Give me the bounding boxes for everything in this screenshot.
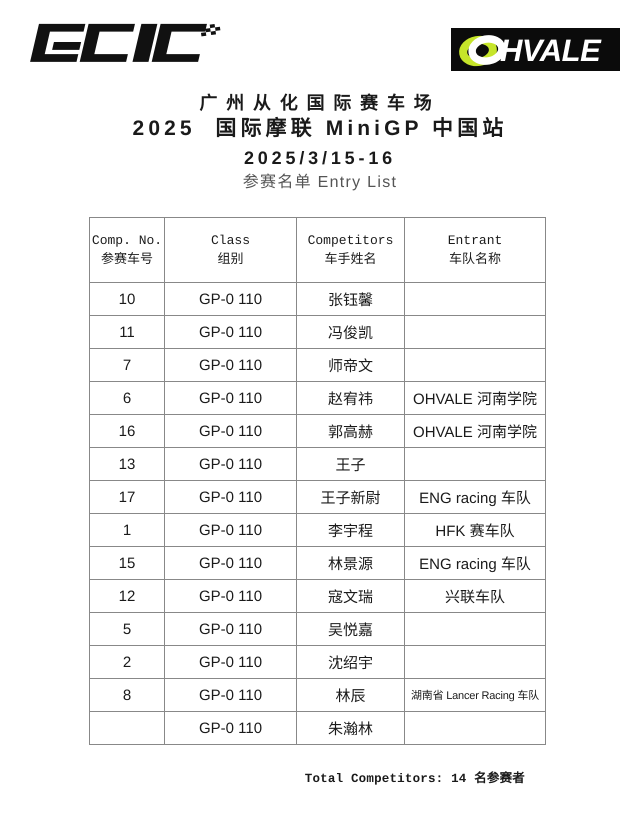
svg-text:HVALE: HVALE: [500, 33, 602, 68]
